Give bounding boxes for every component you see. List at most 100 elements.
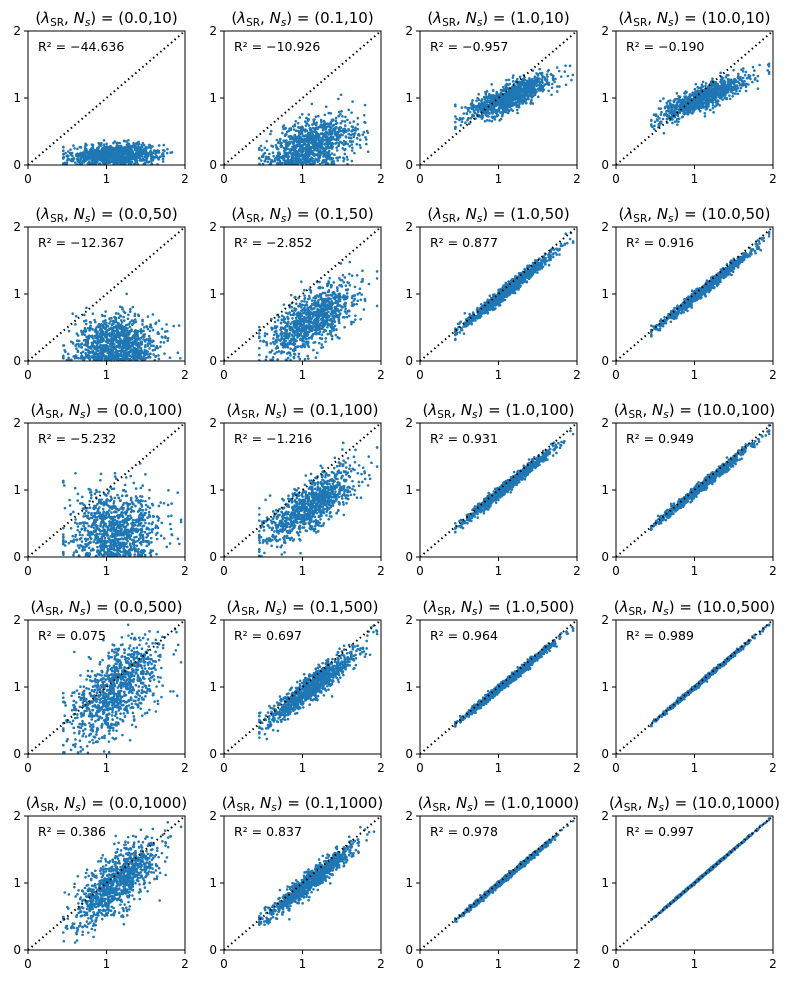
data-point <box>665 109 668 113</box>
data-point <box>314 157 317 161</box>
data-point <box>679 99 683 102</box>
data-point <box>454 125 457 129</box>
data-point <box>353 151 356 155</box>
data-point <box>291 151 295 155</box>
data-point <box>119 318 123 322</box>
data-point <box>506 87 510 91</box>
data-point <box>356 116 360 120</box>
data-point <box>460 120 464 124</box>
data-point <box>98 162 101 165</box>
data-point <box>118 305 122 309</box>
data-point <box>550 73 553 77</box>
data-point <box>284 147 287 151</box>
data-point <box>349 136 353 140</box>
data-point <box>503 103 507 106</box>
data-point <box>81 151 85 155</box>
data-point <box>138 148 141 152</box>
data-point <box>159 155 162 158</box>
data-point <box>313 118 316 121</box>
data-point <box>80 355 83 359</box>
data-point <box>306 158 309 162</box>
data-point <box>662 113 666 116</box>
data-point <box>546 75 549 79</box>
data-point <box>329 112 333 115</box>
data-point <box>317 139 320 142</box>
data-point <box>298 145 302 148</box>
data-point <box>128 151 131 154</box>
data-point <box>83 313 86 317</box>
data-point <box>97 324 101 328</box>
data-point <box>558 85 561 88</box>
data-point <box>707 88 710 92</box>
data-point <box>543 83 547 86</box>
data-point <box>154 149 157 153</box>
data-point <box>133 312 137 316</box>
x-tick-label: 2 <box>769 172 777 186</box>
data-point <box>333 153 336 157</box>
data-point <box>145 158 148 162</box>
data-point <box>261 162 265 165</box>
data-point <box>310 159 314 162</box>
data-point <box>665 117 669 121</box>
data-point <box>130 328 133 331</box>
data-point <box>518 91 522 95</box>
data-point <box>132 141 135 145</box>
data-point <box>137 142 141 146</box>
data-point <box>86 326 90 330</box>
data-point <box>335 136 339 140</box>
data-point <box>490 83 494 86</box>
data-point <box>154 152 157 156</box>
data-point <box>344 135 348 139</box>
data-point <box>98 332 102 336</box>
data-point <box>157 357 161 361</box>
data-point <box>119 314 123 318</box>
data-point <box>343 127 347 131</box>
data-point <box>319 118 323 122</box>
data-point <box>471 115 474 118</box>
data-point <box>119 323 123 327</box>
data-point <box>513 98 517 101</box>
data-point <box>328 128 331 132</box>
data-point <box>506 106 509 109</box>
data-point <box>479 109 483 113</box>
data-point <box>131 336 134 340</box>
data-point <box>336 156 339 160</box>
data-point <box>123 162 127 165</box>
data-point <box>291 142 295 146</box>
data-point <box>152 156 156 160</box>
data-point <box>737 72 740 76</box>
data-point <box>330 160 334 164</box>
data-point <box>351 125 355 129</box>
data-point <box>137 345 140 349</box>
data-point <box>143 351 147 355</box>
data-point <box>113 351 117 354</box>
data-point <box>454 120 457 124</box>
data-point <box>166 339 169 343</box>
data-point <box>500 104 503 107</box>
x-tick-label: 2 <box>573 172 581 186</box>
data-point <box>296 129 300 133</box>
data-point <box>142 338 145 341</box>
data-point <box>113 337 117 341</box>
data-point <box>334 133 337 137</box>
data-point <box>661 117 665 121</box>
data-point <box>96 345 100 349</box>
data-point <box>743 80 746 83</box>
data-point <box>502 85 505 89</box>
data-point <box>504 96 508 100</box>
data-point <box>152 151 155 155</box>
data-point <box>81 154 85 158</box>
data-point <box>140 329 144 333</box>
data-point <box>284 133 287 136</box>
data-point <box>322 155 325 158</box>
data-point <box>125 153 129 157</box>
data-point <box>131 146 134 149</box>
data-point <box>103 162 107 165</box>
data-point <box>703 91 706 94</box>
scatter-points <box>454 64 575 131</box>
data-point <box>136 343 139 346</box>
data-point <box>454 115 457 118</box>
data-point <box>91 155 95 159</box>
data-point <box>683 112 686 116</box>
data-point <box>657 123 661 126</box>
